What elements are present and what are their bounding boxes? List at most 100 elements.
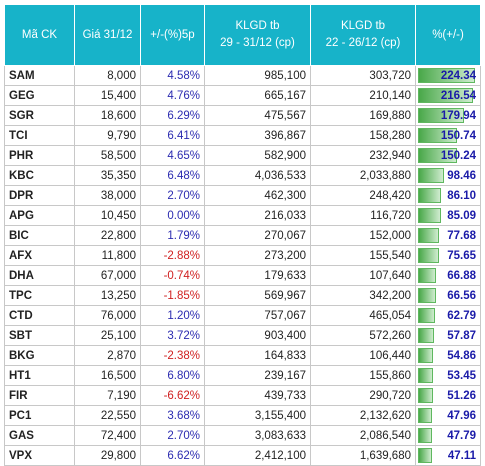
cell: 18,600 [74,105,141,126]
table-row: CTD 76,000 1.20% 757,067 465,054 62.79 [4,305,481,326]
table-row: AFX 11,800 -2.88% 273,200 155,540 75.65 [4,245,481,266]
cell: 2,033,880 [310,165,416,186]
header-cell: Mã CK [4,4,75,66]
cell-text: 75.65 [447,249,476,262]
header-cell: KLGD tb 22 - 26/12 (cp) [310,4,416,66]
cell: GAS [4,425,75,446]
cell: -6.62% [140,385,205,406]
cell: 75.65 [415,245,481,266]
cell: 3,155,400 [204,405,311,426]
cell-text: 47.11 [447,449,476,462]
cell: 11,800 [74,245,141,266]
cell: 4.76% [140,85,205,106]
table-row: SGR 18,600 6.29% 475,567 169,880 179.94 [4,105,481,126]
cell: VPX [4,445,75,466]
cell: FIR [4,385,75,406]
cell: 9,790 [74,125,141,146]
data-bar [418,288,437,303]
cell: -2.38% [140,345,205,366]
cell: 1,639,680 [310,445,416,466]
header-text: 29 - 31/12 (cp) [220,37,295,49]
cell: 169,880 [310,105,416,126]
cell: SGR [4,105,75,126]
cell: 29,800 [74,445,141,466]
table-row: VPX 29,800 6.62% 2,412,100 1,639,680 47.11 [4,445,481,466]
cell-text: 77.68 [447,229,476,242]
table-row: BKG 2,870 -2.38% 164,833 106,440 54.86 [4,345,481,366]
cell: 3.68% [140,405,205,426]
cell: DHA [4,265,75,286]
table-row: GEG 15,400 4.76% 665,167 210,140 216.54 [4,85,481,106]
cell: -0.74% [140,265,205,286]
cell: BKG [4,345,75,366]
cell: 85.09 [415,205,481,226]
cell-text: 51.26 [447,389,476,402]
cell-text: 150.74 [440,129,476,142]
cell: PHR [4,145,75,166]
cell: 4.65% [140,145,205,166]
header-row: Mã CK Giá 31/12 +/-(%)5p KLGD tb 29 - 31/12 … [4,4,481,66]
header-text: Mã CK [21,28,58,41]
data-bar [418,328,435,343]
cell: 239,167 [204,365,311,386]
cell-text: 54.86 [447,349,476,362]
cell: APG [4,205,75,226]
cell: 248,420 [310,185,416,206]
cell-text: 85.09 [447,209,476,222]
cell: 569,967 [204,285,311,306]
cell: TCI [4,125,75,146]
cell-text: 98.46 [447,169,476,182]
cell: TPC [4,285,75,306]
cell: 164,833 [204,345,311,366]
table-row: PC1 22,550 3.68% 3,155,400 2,132,620 47.96 [4,405,481,426]
cell: 150.24 [415,145,481,166]
cell: CTD [4,305,75,326]
cell: 6.62% [140,445,205,466]
cell: 13,250 [74,285,141,306]
cell: 224.34 [415,65,481,86]
cell: 342,200 [310,285,416,306]
table-row: BIC 22,800 1.79% 270,067 152,000 77.68 [4,225,481,246]
header-cell: +/-(%)5p [140,4,205,66]
cell: 150.74 [415,125,481,146]
cell: 98.46 [415,165,481,186]
cell: 2,870 [74,345,141,366]
data-bar [418,148,457,163]
cell: -1.85% [140,285,205,306]
data-bar [418,128,457,143]
data-bar [418,388,433,403]
cell: HT1 [4,365,75,386]
table-row: TCI 9,790 6.41% 396,867 158,280 150.74 [4,125,481,146]
cell-text: 86.10 [447,189,476,202]
cell: 106,440 [310,345,416,366]
data-bar [418,348,434,363]
cell: 67,000 [74,265,141,286]
table-row: APG 10,450 0.00% 216,033 116,720 85.09 [4,205,481,226]
cell: 6.80% [140,365,205,386]
cell: 273,200 [204,245,311,266]
cell: 179.94 [415,105,481,126]
cell: 210,140 [310,85,416,106]
cell-text: 57.87 [447,329,476,342]
cell: 179,633 [204,265,311,286]
cell: 0.00% [140,205,205,226]
cell: 3,083,633 [204,425,311,446]
cell: 985,100 [204,65,311,86]
cell: 86.10 [415,185,481,206]
cell: 35,350 [74,165,141,186]
cell: 155,540 [310,245,416,266]
cell: 1.20% [140,305,205,326]
cell: 582,900 [204,145,311,166]
cell: 152,000 [310,225,416,246]
cell-text: 224.34 [440,69,476,82]
cell: 7,190 [74,385,141,406]
cell-text: 47.96 [447,409,476,422]
cell: 2.70% [140,425,205,446]
table-body: SAM 8,000 4.58% 985,100 303,720 224.34 GEG 15,4… [4,65,481,466]
header-text: KLGD tb [340,20,386,32]
data-bar [418,208,441,223]
cell: 47.96 [415,405,481,426]
data-bar [418,188,442,203]
table-row: TPC 13,250 -1.85% 569,967 342,200 66.56 [4,285,481,306]
cell: 216,033 [204,205,311,226]
